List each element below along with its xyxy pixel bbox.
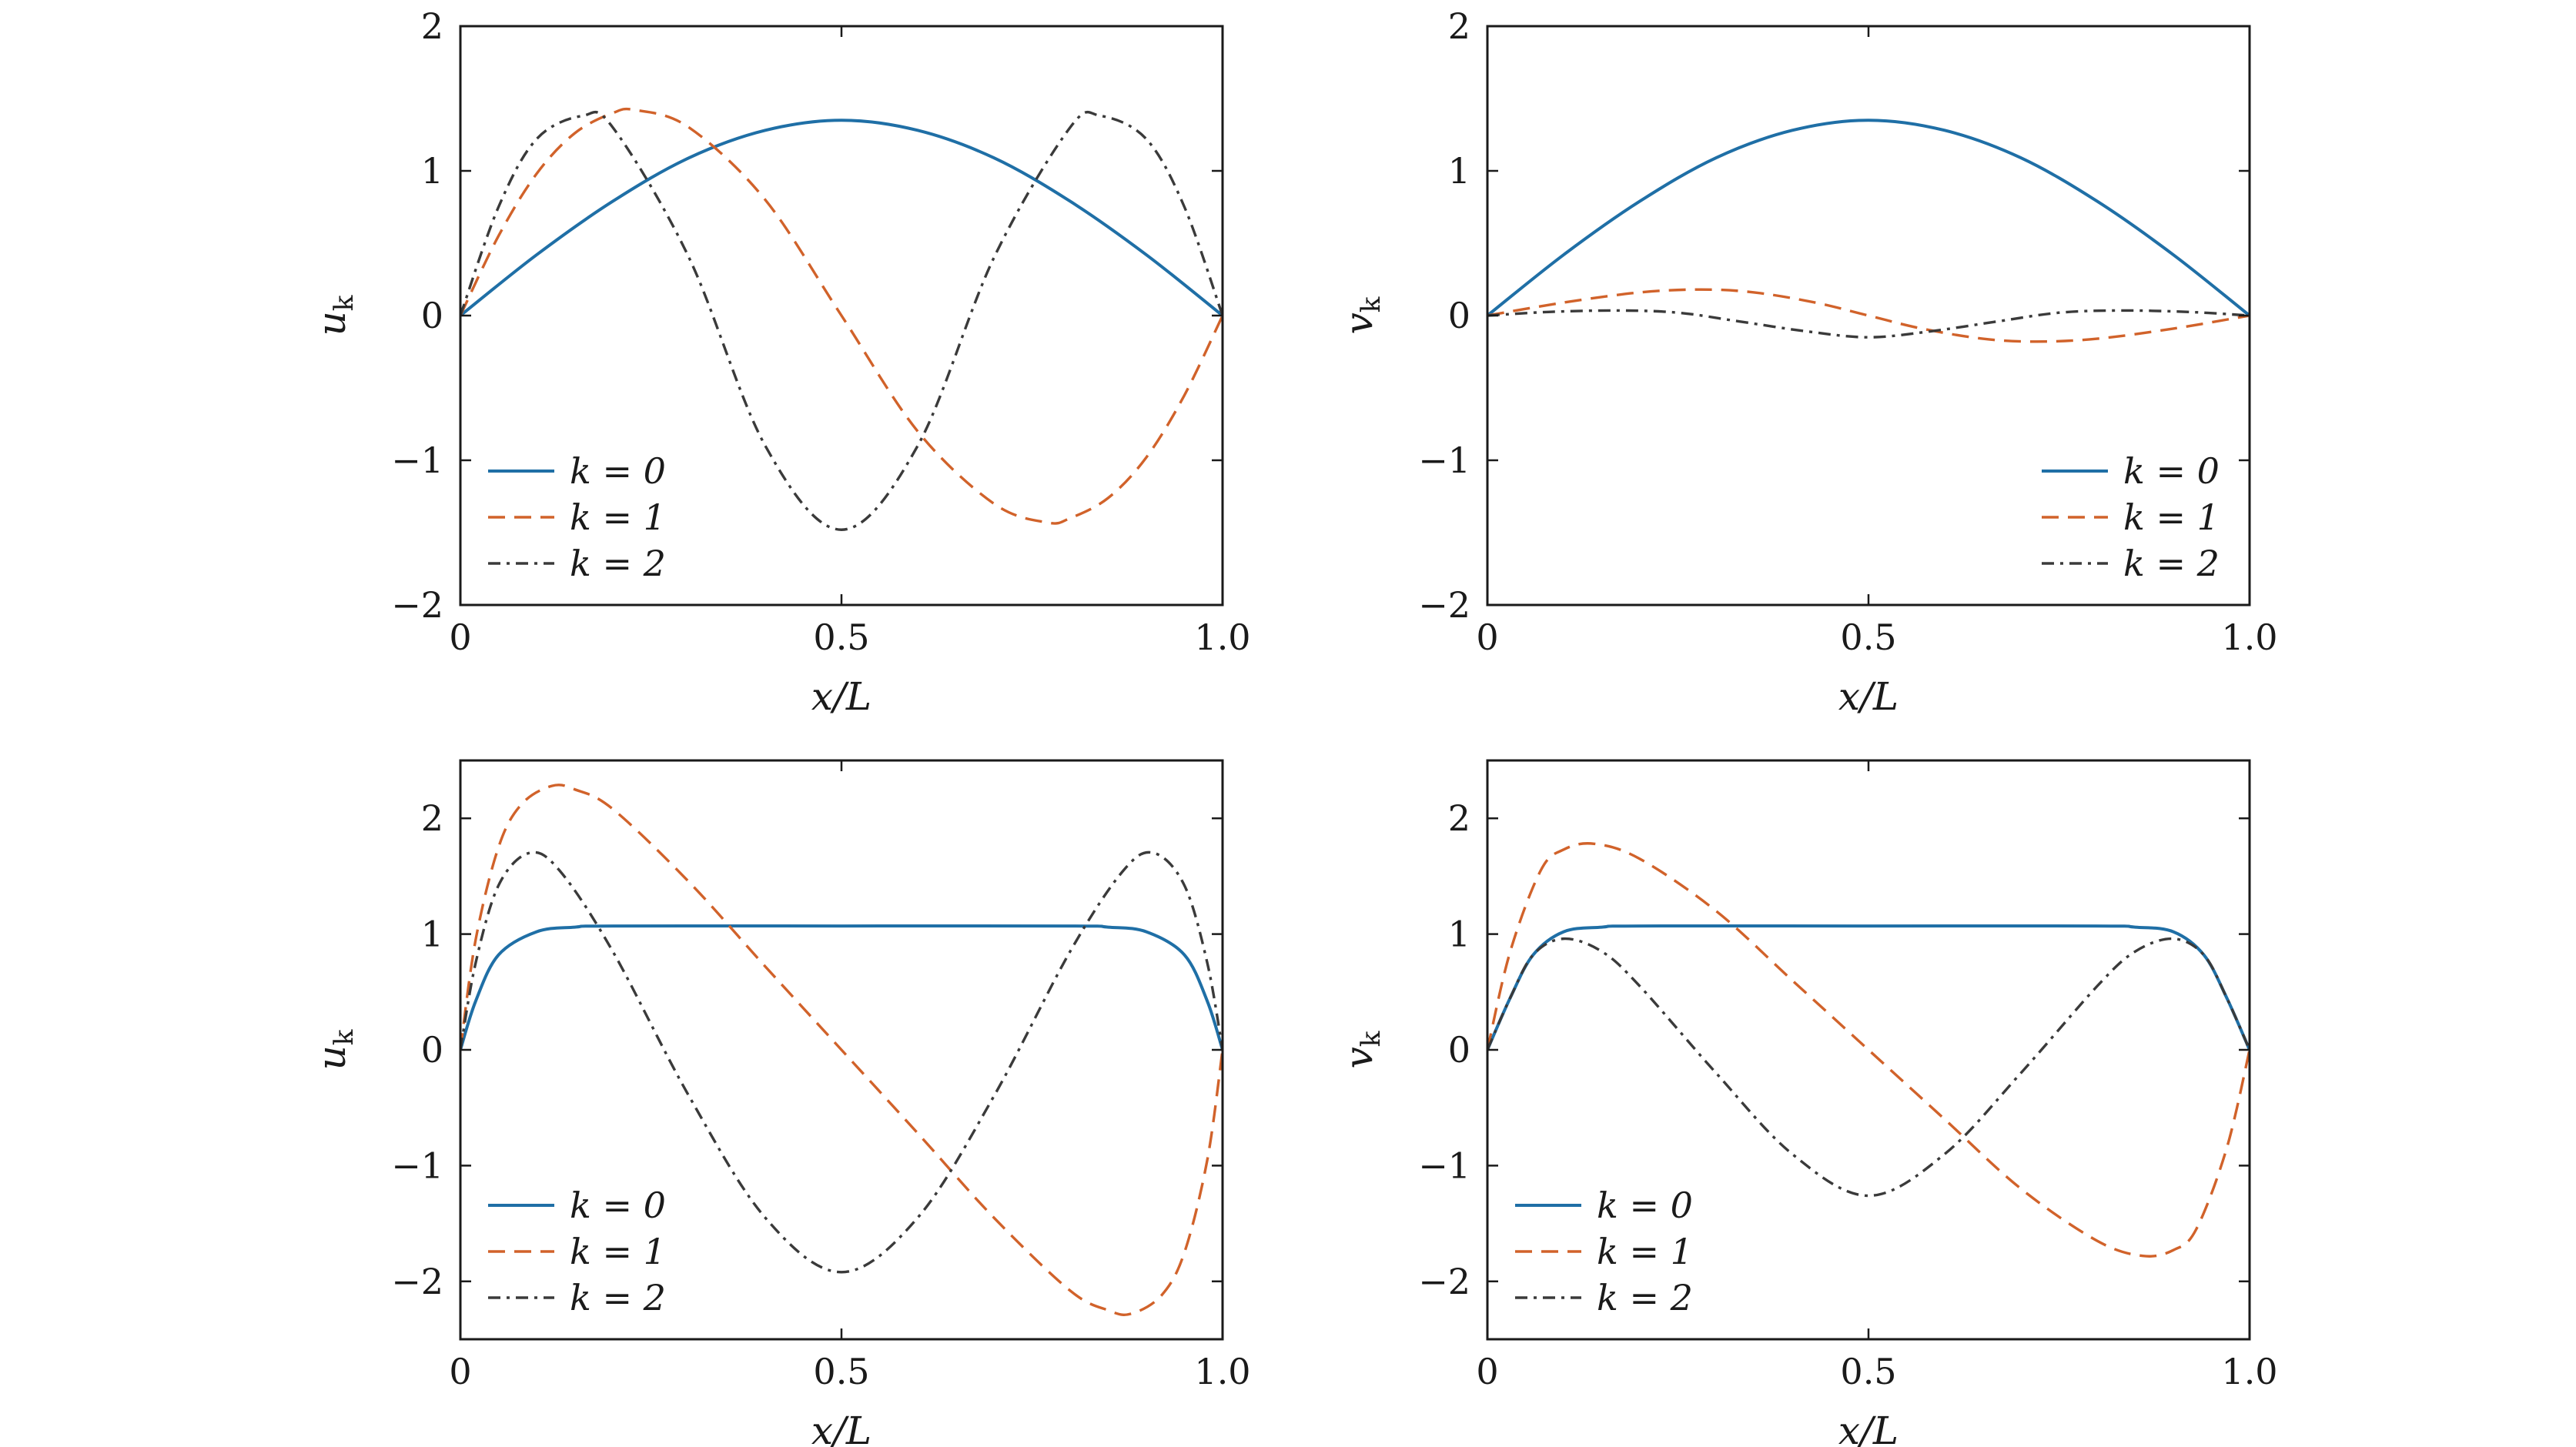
- y-axis-label: vk: [1337, 1031, 1387, 1068]
- y-axis-label: uk: [309, 295, 360, 336]
- x-tick-label: 0.5: [813, 1351, 869, 1392]
- x-axis-label: x/L: [811, 1409, 871, 1447]
- x-tick-label: 0: [449, 1351, 471, 1392]
- x-tick-label: 1.0: [1194, 1351, 1250, 1392]
- series-line-k2: [1487, 309, 2250, 339]
- series-line-k2: [1487, 937, 2250, 1198]
- y-axis-label: uk: [309, 1029, 360, 1070]
- x-tick-label: 0: [1476, 1351, 1498, 1392]
- y-tick-label: 1: [421, 150, 443, 192]
- series-line-k2: [460, 850, 1223, 1274]
- y-tick-label: 2: [1448, 5, 1470, 47]
- legend-label-k1: k = 1: [1597, 1231, 1693, 1272]
- legend: k = 0k = 1 k = 2: [488, 450, 666, 584]
- x-tick-label: 0.5: [813, 617, 869, 658]
- x-tick-label: 1.0: [1194, 617, 1250, 658]
- x-axis-label: x/L: [1838, 1409, 1899, 1447]
- series-line-k1: [460, 107, 1223, 525]
- legend-label-k1: k = 1: [2123, 496, 2220, 538]
- y-tick-label: −1: [391, 439, 443, 481]
- series-line-k0: [460, 924, 1223, 1051]
- y-tick-label: −2: [391, 584, 443, 626]
- legend-label-k1: k = 1: [570, 496, 666, 538]
- y-tick-label: 2: [421, 5, 443, 47]
- panel-top-right: 0 0.5 1.0 −2 −1 0 1 2 x/L vk k = 0k = 1 k = 2: [1337, 5, 2278, 719]
- legend-label-k0: k = 0: [570, 1185, 666, 1226]
- y-tick-label: 0: [421, 295, 443, 336]
- y-tick-label: 2: [421, 797, 443, 839]
- legend: k = 0 k = 1 k = 2: [488, 1185, 666, 1318]
- legend-label-k2: k = 2: [570, 543, 666, 584]
- y-tick-label: 0: [1448, 1029, 1470, 1071]
- x-axis-label: x/L: [1838, 674, 1899, 719]
- series-line-k1: [460, 784, 1223, 1316]
- legend-label-k1: k = 1: [570, 1231, 666, 1272]
- x-tick-label: 0: [449, 617, 471, 658]
- y-axis-label: vk: [1337, 296, 1387, 334]
- y-tick-label: 1: [421, 914, 443, 955]
- series-line-k0: [460, 119, 1223, 317]
- legend: k = 0k = 1 k = 2: [2042, 450, 2220, 584]
- y-tick-label: 1: [1448, 914, 1470, 955]
- y-tick-label: 0: [421, 1029, 443, 1071]
- x-tick-label: 0.5: [1840, 1351, 1896, 1392]
- y-tick-label: 0: [1448, 295, 1470, 336]
- legend-label-k0: k = 0: [2123, 450, 2220, 492]
- y-tick-label: −2: [391, 1261, 443, 1302]
- y-tick-label: −1: [391, 1145, 443, 1186]
- y-tick-label: −2: [1418, 1261, 1470, 1302]
- x-axis-label: x/L: [811, 674, 871, 719]
- y-tick-label: −1: [1418, 1145, 1470, 1186]
- panel-bottom-left: 0 0.5 1.0 −2 −1 0 1 2 x/L uk k = 0 k = 1 k = 2: [309, 759, 1251, 1447]
- x-tick-label: 1.0: [2221, 1351, 2277, 1392]
- y-tick-label: −2: [1418, 584, 1470, 626]
- legend-label-k2: k = 2: [1597, 1277, 1693, 1318]
- legend-label-k0: k = 0: [570, 450, 666, 492]
- series-line-k1: [1487, 288, 2250, 343]
- legend-label-k2: k = 2: [2123, 543, 2220, 584]
- legend-label-k2: k = 2: [570, 1277, 666, 1318]
- panel-bottom-right: 0 0.5 1.0 −2 −1 0 1 2 x/L vk k = 0 k = 1 k = 2: [1337, 759, 2278, 1447]
- legend-label-k0: k = 0: [1597, 1185, 1693, 1226]
- x-tick-label: 1.0: [2221, 617, 2277, 658]
- series-line-k2: [460, 110, 1223, 531]
- legend: k = 0 k = 1 k = 2: [1515, 1185, 1693, 1318]
- y-tick-label: 2: [1448, 797, 1470, 839]
- x-tick-label: 0: [1476, 617, 1498, 658]
- series-line-k0: [1487, 119, 2250, 317]
- x-tick-label: 0.5: [1840, 617, 1896, 658]
- y-tick-label: −1: [1418, 439, 1470, 481]
- y-tick-label: 1: [1448, 150, 1470, 192]
- panel-top-left: 0 0.5 1.0 −2 −1 0 1 2 x/L uk k = 0k = 1 k = 2: [309, 5, 1251, 719]
